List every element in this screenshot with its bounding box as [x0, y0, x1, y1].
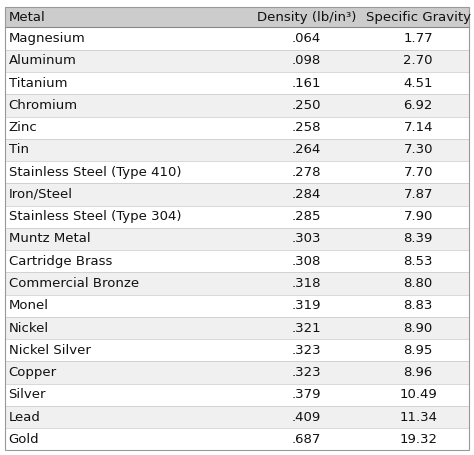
- Text: 19.32: 19.32: [399, 433, 437, 446]
- Bar: [5, 428, 469, 450]
- Text: Stainless Steel (Type 410): Stainless Steel (Type 410): [9, 166, 181, 179]
- Text: Copper: Copper: [9, 366, 57, 379]
- Text: .318: .318: [292, 277, 321, 290]
- Text: 4.51: 4.51: [403, 76, 433, 90]
- Bar: [5, 72, 469, 94]
- Text: 7.87: 7.87: [403, 188, 433, 201]
- Bar: [5, 361, 469, 384]
- Text: .323: .323: [292, 344, 321, 357]
- Text: .303: .303: [292, 233, 321, 245]
- Text: 7.90: 7.90: [403, 210, 433, 223]
- Text: .284: .284: [292, 188, 321, 201]
- Text: 8.90: 8.90: [403, 322, 433, 334]
- Text: Nickel Silver: Nickel Silver: [9, 344, 91, 357]
- Text: .409: .409: [292, 410, 321, 424]
- Text: Nickel: Nickel: [9, 322, 49, 334]
- Bar: [5, 294, 469, 317]
- Bar: [5, 183, 469, 206]
- Bar: [5, 339, 469, 361]
- Text: Titanium: Titanium: [9, 76, 67, 90]
- Text: Stainless Steel (Type 304): Stainless Steel (Type 304): [9, 210, 181, 223]
- Text: 7.14: 7.14: [403, 121, 433, 134]
- Text: 8.83: 8.83: [403, 299, 433, 312]
- Bar: [5, 273, 469, 294]
- Text: .321: .321: [292, 322, 321, 334]
- Bar: [5, 27, 469, 50]
- Bar: [5, 228, 469, 250]
- Text: 11.34: 11.34: [399, 410, 437, 424]
- Text: .264: .264: [292, 143, 321, 157]
- Bar: [5, 384, 469, 406]
- Text: Density (lb/in³): Density (lb/in³): [257, 10, 356, 24]
- Text: .379: .379: [292, 388, 321, 401]
- Text: .323: .323: [292, 366, 321, 379]
- Text: Iron/Steel: Iron/Steel: [9, 188, 73, 201]
- Text: .687: .687: [292, 433, 321, 446]
- Bar: [5, 139, 469, 161]
- Text: 7.70: 7.70: [403, 166, 433, 179]
- Text: 8.53: 8.53: [403, 255, 433, 268]
- Bar: [5, 116, 469, 139]
- Text: .250: .250: [292, 99, 321, 112]
- Text: .258: .258: [292, 121, 321, 134]
- Text: Aluminum: Aluminum: [9, 54, 76, 67]
- Text: .064: .064: [292, 32, 321, 45]
- Text: Silver: Silver: [9, 388, 46, 401]
- Text: .285: .285: [292, 210, 321, 223]
- Text: 7.30: 7.30: [403, 143, 433, 157]
- Text: 8.95: 8.95: [403, 344, 433, 357]
- Text: .278: .278: [292, 166, 321, 179]
- Text: Metal: Metal: [9, 10, 46, 24]
- Text: Zinc: Zinc: [9, 121, 37, 134]
- Text: .319: .319: [292, 299, 321, 312]
- Text: Muntz Metal: Muntz Metal: [9, 233, 90, 245]
- Bar: [5, 250, 469, 273]
- Bar: [5, 161, 469, 183]
- Text: 2.70: 2.70: [403, 54, 433, 67]
- Text: 10.49: 10.49: [399, 388, 437, 401]
- Text: Monel: Monel: [9, 299, 48, 312]
- Text: Gold: Gold: [9, 433, 39, 446]
- Text: .098: .098: [292, 54, 321, 67]
- Text: .308: .308: [292, 255, 321, 268]
- Text: .161: .161: [292, 76, 321, 90]
- Bar: [5, 50, 469, 72]
- Text: Tin: Tin: [9, 143, 28, 157]
- Text: 8.39: 8.39: [403, 233, 433, 245]
- Bar: [5, 406, 469, 428]
- Text: 8.96: 8.96: [403, 366, 433, 379]
- Text: 1.77: 1.77: [403, 32, 433, 45]
- Text: 6.92: 6.92: [403, 99, 433, 112]
- Bar: [5, 317, 469, 339]
- Text: Chromium: Chromium: [9, 99, 78, 112]
- Text: Lead: Lead: [9, 410, 40, 424]
- Bar: [5, 7, 469, 27]
- Bar: [5, 94, 469, 116]
- Text: 8.80: 8.80: [403, 277, 433, 290]
- Bar: [5, 206, 469, 228]
- Text: Magnesium: Magnesium: [9, 32, 85, 45]
- Text: Cartridge Brass: Cartridge Brass: [9, 255, 112, 268]
- Text: Specific Gravity: Specific Gravity: [365, 10, 471, 24]
- Text: Commercial Bronze: Commercial Bronze: [9, 277, 139, 290]
